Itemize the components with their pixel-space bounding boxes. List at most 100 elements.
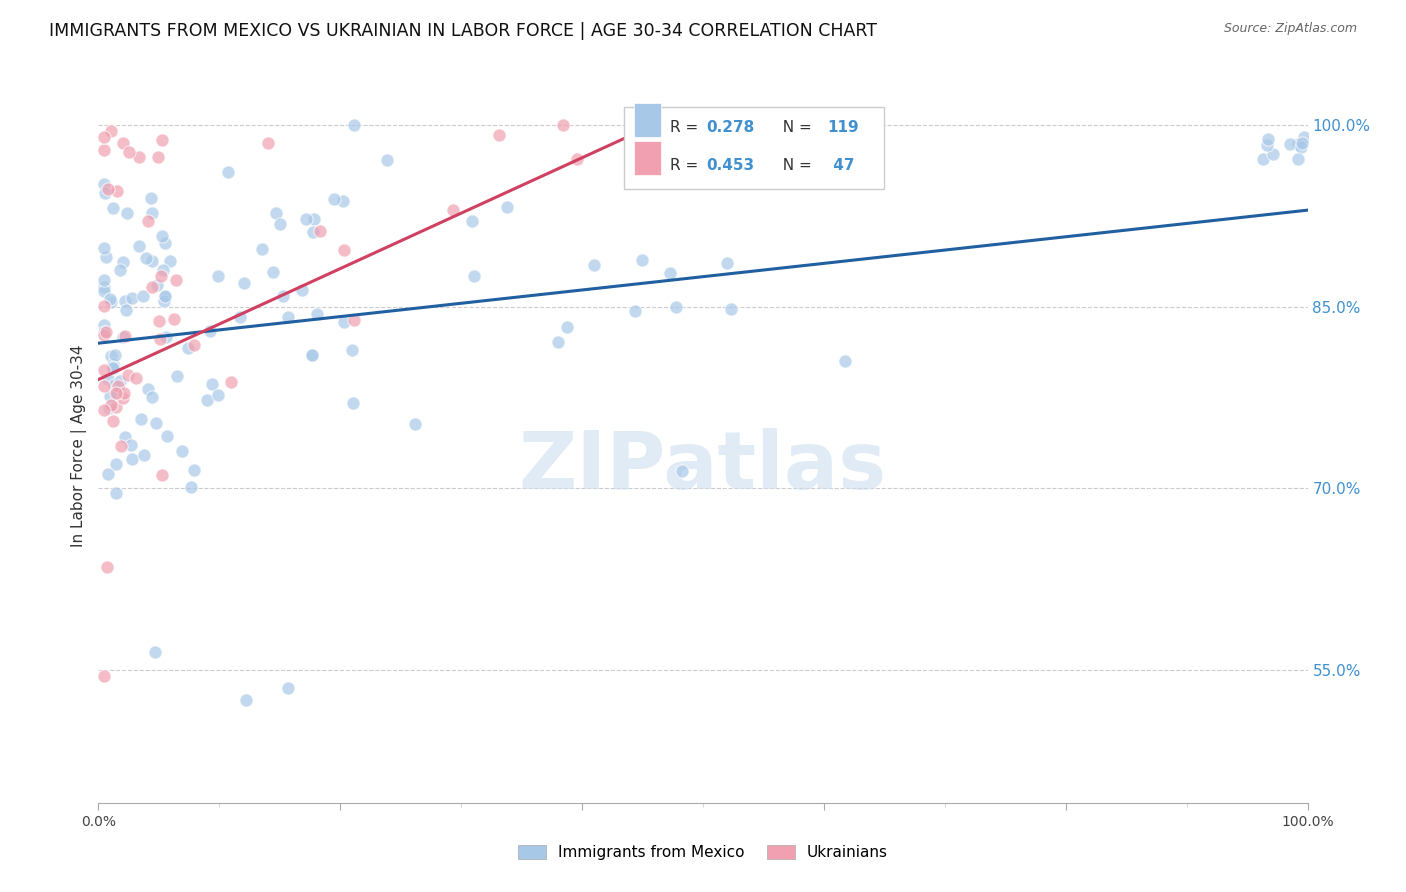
Point bbox=[139, 190, 162, 204]
Point bbox=[108, 263, 131, 277]
Point bbox=[229, 310, 252, 325]
Point bbox=[93, 242, 115, 256]
Point bbox=[96, 560, 118, 574]
Point bbox=[547, 335, 569, 350]
Point bbox=[155, 330, 177, 344]
Point bbox=[207, 388, 229, 402]
Point bbox=[332, 194, 354, 208]
Point bbox=[233, 276, 256, 290]
Point bbox=[100, 398, 122, 412]
Point bbox=[834, 354, 856, 368]
Point bbox=[340, 343, 363, 358]
Text: 0.453: 0.453 bbox=[707, 159, 755, 173]
Point bbox=[165, 273, 187, 287]
Point bbox=[404, 417, 426, 431]
Point bbox=[121, 452, 143, 467]
Point bbox=[198, 324, 221, 338]
Point bbox=[93, 363, 115, 377]
Point bbox=[93, 403, 115, 417]
Text: IMMIGRANTS FROM MEXICO VS UKRAINIAN IN LABOR FORCE | AGE 30-34 CORRELATION CHART: IMMIGRANTS FROM MEXICO VS UKRAINIAN IN L… bbox=[49, 22, 877, 40]
Point bbox=[565, 153, 588, 167]
Point bbox=[121, 291, 143, 305]
Point bbox=[94, 186, 117, 200]
Point bbox=[100, 349, 122, 363]
Point bbox=[177, 341, 200, 355]
Point bbox=[1263, 146, 1285, 161]
Text: R =: R = bbox=[671, 120, 703, 135]
Y-axis label: In Labor Force | Age 30-34: In Labor Force | Age 30-34 bbox=[72, 344, 87, 548]
Point bbox=[152, 293, 174, 308]
Point bbox=[659, 266, 682, 280]
Point bbox=[141, 206, 163, 220]
Point bbox=[269, 217, 291, 231]
Text: 47: 47 bbox=[828, 159, 853, 173]
Point bbox=[375, 153, 398, 168]
Point bbox=[93, 378, 115, 392]
Point bbox=[112, 254, 135, 268]
Text: N =: N = bbox=[773, 120, 817, 135]
Point bbox=[97, 371, 120, 385]
Point bbox=[342, 396, 364, 410]
Point bbox=[461, 213, 484, 227]
Point bbox=[129, 412, 152, 426]
Point bbox=[153, 290, 176, 304]
Point bbox=[583, 258, 606, 272]
Point bbox=[145, 416, 167, 430]
Point bbox=[1251, 152, 1274, 166]
Point bbox=[93, 325, 115, 339]
Point bbox=[159, 254, 181, 268]
Bar bbox=[634, 103, 661, 137]
Point bbox=[1286, 136, 1309, 151]
Point bbox=[93, 318, 115, 332]
Point bbox=[555, 320, 578, 334]
Point bbox=[141, 280, 163, 294]
Point bbox=[152, 228, 174, 243]
Point bbox=[235, 693, 257, 707]
Point bbox=[150, 268, 173, 283]
Point bbox=[125, 370, 148, 384]
Point bbox=[671, 465, 693, 479]
Point bbox=[134, 448, 156, 462]
Point bbox=[145, 278, 167, 293]
Point bbox=[118, 145, 141, 160]
Point bbox=[93, 143, 115, 157]
Point bbox=[266, 206, 288, 220]
Point bbox=[495, 201, 517, 215]
Point bbox=[93, 130, 115, 145]
Point bbox=[112, 386, 135, 401]
Point bbox=[183, 463, 205, 477]
Point bbox=[93, 299, 115, 313]
Point bbox=[93, 178, 115, 192]
Point bbox=[166, 369, 188, 384]
Point bbox=[136, 382, 159, 396]
Point bbox=[152, 263, 174, 277]
Point bbox=[93, 284, 115, 298]
Text: R =: R = bbox=[671, 159, 703, 173]
Point bbox=[114, 302, 136, 317]
Point bbox=[112, 330, 135, 344]
Point bbox=[105, 386, 128, 401]
Point bbox=[101, 201, 124, 215]
Point bbox=[98, 401, 121, 416]
Point bbox=[1286, 152, 1309, 166]
Point bbox=[128, 150, 150, 164]
Point bbox=[114, 430, 136, 444]
Point bbox=[301, 348, 323, 362]
Point bbox=[1256, 138, 1278, 153]
Point bbox=[128, 239, 150, 253]
Point bbox=[148, 313, 170, 327]
Point bbox=[277, 681, 299, 695]
Point bbox=[262, 265, 284, 279]
Point bbox=[103, 378, 125, 392]
Point bbox=[156, 429, 179, 443]
Point bbox=[153, 235, 176, 250]
Point bbox=[201, 377, 224, 392]
Point bbox=[250, 242, 273, 256]
Point bbox=[93, 273, 115, 287]
Point bbox=[93, 280, 115, 294]
Point bbox=[104, 486, 127, 500]
Point bbox=[256, 136, 278, 151]
Point bbox=[149, 332, 172, 346]
Point bbox=[180, 479, 202, 493]
Point bbox=[302, 212, 325, 227]
